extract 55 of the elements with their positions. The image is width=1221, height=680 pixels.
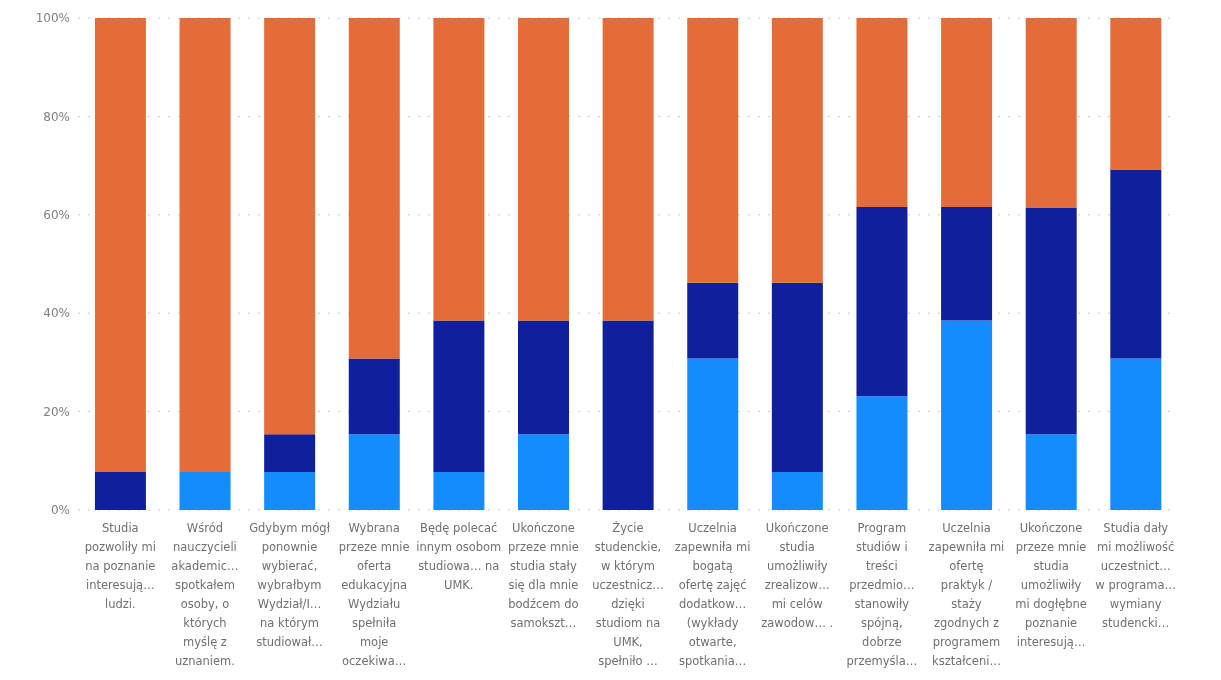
bar <box>518 18 569 321</box>
bar <box>348 358 400 435</box>
bar <box>941 206 993 321</box>
x-tick-label: Uczelnia zapewniła mi bogatą ofertę zajęć dodatkow… (wykłady otwarte, spotkania… <box>674 521 751 668</box>
bar <box>771 282 823 473</box>
x-tick-label: Wśród nauczycieli akademic… spotkałem osoby, o których myślę z uznaniem. <box>171 521 239 668</box>
bar <box>433 320 485 473</box>
bar <box>264 472 316 510</box>
bar <box>771 18 823 283</box>
y-tick-label: 100% <box>35 11 70 26</box>
bar <box>433 472 485 510</box>
x-tick-label: Życie studenckie, w którym uczestnicz… dzięki studiom na UMK, spełniło … <box>592 520 664 668</box>
bar <box>518 320 569 435</box>
bar <box>1110 358 1162 510</box>
x-tick-label: Gdybym mógł ponownie wybierać, wybrałbym Wydział/I… na którym studiował… <box>249 521 331 649</box>
bar <box>1110 18 1162 170</box>
bar <box>264 18 316 435</box>
y-tick-label: 20% <box>43 404 70 419</box>
x-tick-label: Program studiów i treści przedmio… stanowiły spójną, dobrze przemyśla… <box>846 521 918 668</box>
x-tick-label: Wybrana przeze mnie oferta edukacyjna Wydziału spełniła moje oczekiwa… <box>338 521 410 668</box>
bar <box>602 18 654 321</box>
bar <box>856 396 908 510</box>
x-tick-label: Uczelnia zapewniła mi ofertę praktyk / staży zgodnych z programem kształceni… <box>928 521 1005 668</box>
y-tick-label: 60% <box>43 208 70 223</box>
bar <box>856 206 908 397</box>
x-tick-label: Studia pozwoliły mi na poznanie interesują… ludzi. <box>84 521 156 611</box>
bar <box>941 320 993 510</box>
x-tick-label: Ukończone przeze mnie studia stały się dla mnie bodźcem do samokszt… <box>508 521 579 630</box>
bar <box>1025 434 1077 510</box>
bar <box>264 434 316 473</box>
bar <box>687 358 739 510</box>
bar <box>348 18 400 359</box>
x-tick-label: Ukończone przeze mnie studia umożliwiły mi dogłębne poznanie interesują… <box>1015 521 1087 649</box>
bar <box>179 472 231 510</box>
bar <box>687 282 739 359</box>
bar <box>94 472 146 510</box>
x-tick-label: Ukończone studia umożliwiły zrealizow… mi celów zawodow… . <box>761 521 834 630</box>
bar <box>771 472 823 510</box>
bar <box>856 18 908 207</box>
bar <box>602 320 654 510</box>
bar <box>433 18 485 321</box>
bar <box>348 434 400 510</box>
bar <box>1025 18 1077 208</box>
bar <box>179 18 231 473</box>
bar <box>1025 207 1077 435</box>
bar <box>941 18 993 207</box>
y-tick-label: 0% <box>50 503 70 518</box>
y-tick-label: 40% <box>43 306 70 321</box>
bar <box>94 18 146 473</box>
bar <box>1110 169 1162 359</box>
bar <box>518 434 569 510</box>
x-tick-label: Będę polecać innym osobom studiowa… na UMK. <box>416 521 502 592</box>
bar <box>687 18 739 283</box>
x-tick-label: Studia dały mi możliwość uczestnict… w programa… wymiany studencki… <box>1095 521 1177 630</box>
y-tick-label: 80% <box>43 109 70 124</box>
